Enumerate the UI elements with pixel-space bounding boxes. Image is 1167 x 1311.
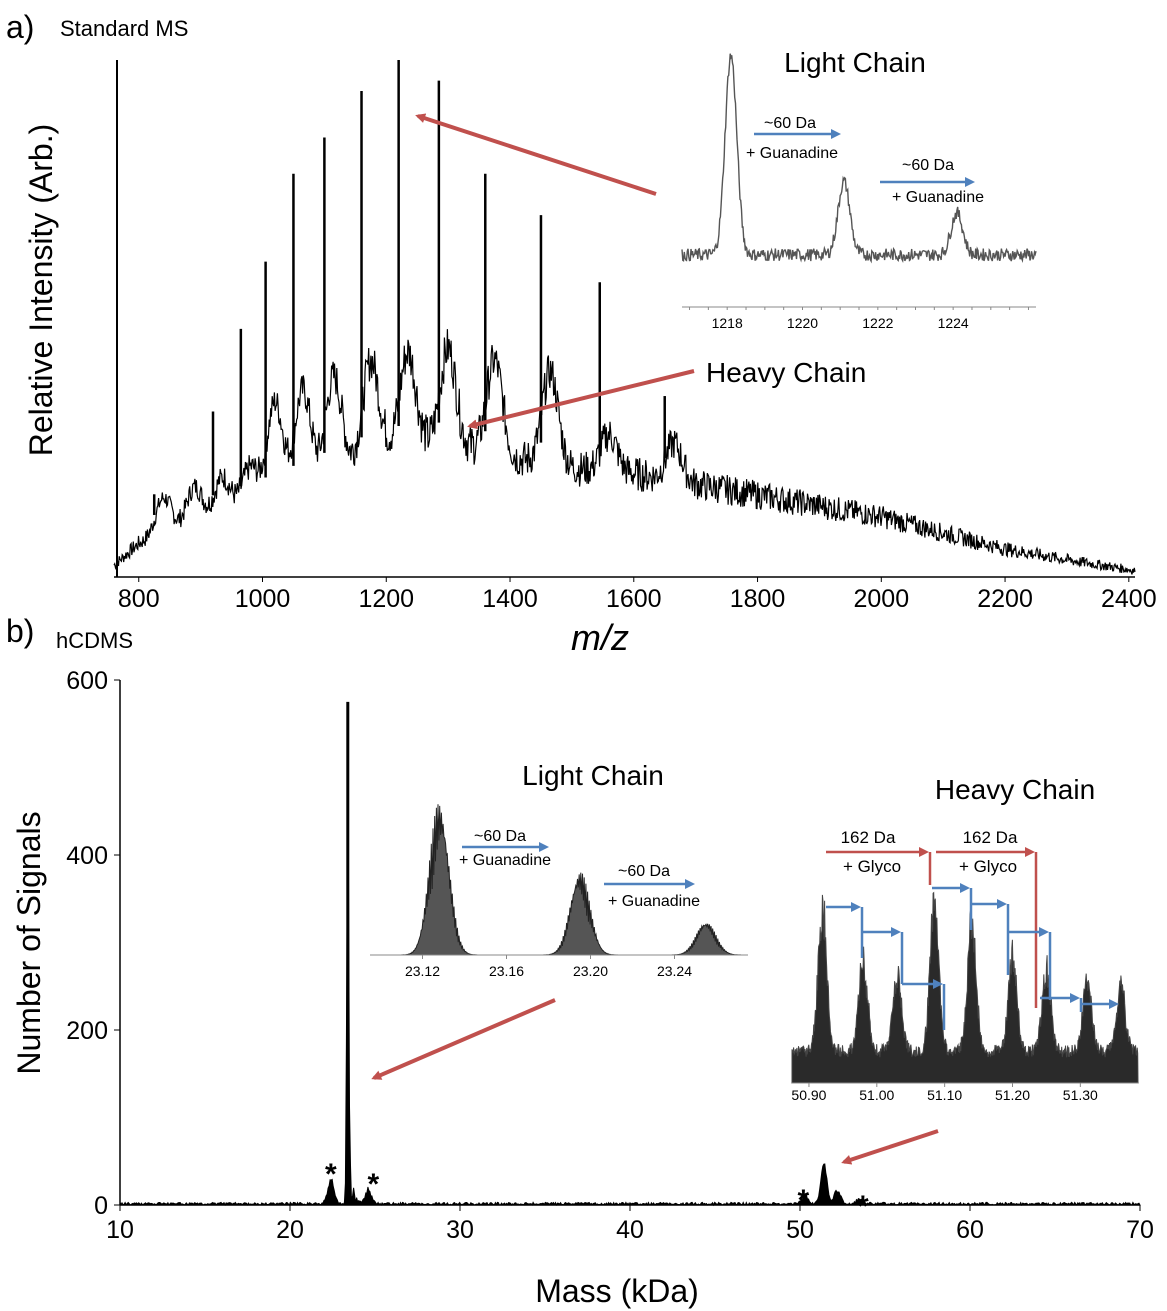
panel-a-ylabel: Relative Intensity (Arb.)	[23, 124, 59, 457]
panel-b-light-inset-trace	[370, 804, 748, 956]
panel-b-light-inset: Light Chain 23.12 23.16 23.20 23.24 ~60 Da …	[370, 760, 748, 979]
panel-a-x-tick-label: 1600	[606, 585, 662, 613]
panel-a-inset-trace	[681, 53, 1037, 264]
panel-a: a) Standard MS Relative Intensity (Arb.)…	[6, 9, 1157, 658]
panel-a-spectrum	[113, 60, 1136, 577]
panel-a-heavy-chain-label: Heavy Chain	[706, 357, 866, 388]
panel-b-y-tick-label: 0	[94, 1192, 108, 1220]
panel-b-light-inset-shift-2-da: ~60 Da	[618, 863, 670, 880]
panel-b-heavy-inset-tick-label: 51.00	[859, 1087, 894, 1103]
panel-b-asterisk: *	[857, 1190, 869, 1223]
panel-b-x-tick-label: 70	[1126, 1216, 1154, 1244]
panel-b-heavy-inset-spectrum	[791, 891, 1139, 1084]
panel-b-heavy-inset: Heavy Chain 50.90 51.00 51.10 51.20 51.30 16…	[791, 774, 1139, 1103]
panel-b-light-inset-shift-2-label: + Guanadine	[608, 893, 700, 910]
panel-b-light-inset-shift-1-label: + Guanadine	[459, 852, 551, 869]
panel-b-light-inset-spectrum	[370, 804, 748, 956]
panel-a-inset-shift-2-da: ~60 Da	[902, 157, 954, 174]
panel-b-x-tick-label: 20	[276, 1216, 304, 1244]
panel-a-inset-tick-label: 1220	[787, 315, 818, 331]
panel-b-x-tick-label: 30	[446, 1216, 474, 1244]
panel-b-x-tick-label: 50	[786, 1216, 814, 1244]
panel-b-heavy-inset-tick-label: 51.10	[927, 1087, 962, 1103]
panel-a-background-trace	[113, 329, 1136, 575]
panel-a-x-tick-label: 800	[118, 585, 160, 613]
panel-a-inset-ticks: 1218 1220 1222 1224	[689, 307, 1029, 331]
panel-b-heavy-inset-title: Heavy Chain	[935, 774, 1095, 805]
panel-b: b) hCDMS Number of Signals Mass (kDa) 10…	[6, 613, 1154, 1309]
panel-b-heavy-inset-tick-label: 51.20	[995, 1087, 1030, 1103]
panel-b-x-tick-label: 40	[616, 1216, 644, 1244]
panel-b-glyco-2-label: + Glyco	[959, 857, 1017, 876]
panel-b-heavy-inset-staircase	[826, 883, 1119, 1030]
panel-b-heavy-inset-tick-label: 51.30	[1063, 1087, 1098, 1103]
panel-b-light-inset-tick-label: 23.24	[657, 963, 692, 979]
panel-a-inset-shift-2-label: + Guanadine	[892, 189, 984, 206]
panel-b-name: hCDMS	[56, 628, 133, 653]
panel-a-x-tick-label: 1200	[358, 585, 414, 613]
panel-b-light-inset-tick-label: 23.12	[405, 963, 440, 979]
panel-b-heavy-inset-ticks: 50.90 51.00 51.10 51.20 51.30	[791, 1083, 1098, 1103]
panel-b-y-tick-label: 600	[66, 667, 108, 695]
panel-b-y-tick-label: 200	[66, 1017, 108, 1045]
panel-b-y-ticks: 0 200 400 600	[66, 667, 120, 1220]
panel-a-x-tick-label: 2200	[977, 585, 1033, 613]
panel-a-inset: Light Chain 1218 1220 1222 1224 ~60 Da + Gu…	[681, 47, 1037, 331]
panel-b-asterisk: *	[367, 1168, 379, 1201]
panel-b-asterisks: * * * *	[325, 1158, 869, 1223]
panel-b-histogram	[119, 701, 1141, 1207]
panel-b-light-chain-arrow	[371, 998, 556, 1080]
panel-a-light-chain-arrow	[415, 113, 657, 196]
panel-b-letter: b)	[6, 613, 34, 649]
panel-b-x-ticks: 10 20 30 40 50 60 70	[106, 1205, 1154, 1244]
panel-b-histogram-trace	[119, 828, 1141, 1207]
panel-b-light-inset-shift-1-da: ~60 Da	[474, 828, 526, 845]
panel-b-light-inset-tick-label: 23.20	[573, 963, 608, 979]
panel-b-xlabel: Mass (kDa)	[535, 1273, 699, 1309]
panel-a-inset-shift-1-label: + Guanadine	[746, 145, 838, 162]
panel-a-inset-tick-label: 1222	[862, 315, 893, 331]
panel-a-inset-shift-1-da: ~60 Da	[764, 115, 816, 132]
panel-b-light-inset-tick-label: 23.16	[489, 963, 524, 979]
panel-a-inset-tick-label: 1218	[712, 315, 743, 331]
panel-b-heavy-inset-tick-label: 50.90	[791, 1087, 826, 1103]
panel-a-inset-spectrum	[681, 53, 1037, 264]
panel-b-asterisk: *	[325, 1158, 337, 1191]
panel-b-glyco-1-da: 162 Da	[841, 828, 896, 847]
panel-b-x-tick-label: 60	[956, 1216, 984, 1244]
panel-b-y-tick-label: 400	[66, 842, 108, 870]
panel-b-light-inset-title: Light Chain	[522, 760, 664, 791]
panel-a-x-tick-label: 1000	[235, 585, 291, 613]
panel-b-glyco-2-da: 162 Da	[963, 828, 1018, 847]
panel-a-x-tick-label: 2000	[853, 585, 909, 613]
panel-a-xlabel: m/z	[571, 617, 629, 658]
panel-b-heavy-inset-trace	[791, 891, 1139, 1084]
panel-b-ylabel: Number of Signals	[11, 811, 47, 1074]
panel-a-x-tick-label: 2400	[1101, 585, 1157, 613]
panel-a-name: Standard MS	[60, 16, 188, 41]
panel-b-heavy-chain-arrow	[841, 1129, 939, 1165]
panel-b-x-tick-label: 10	[106, 1216, 134, 1244]
panel-a-inset-tick-label: 1224	[938, 315, 969, 331]
panel-b-light-inset-ticks: 23.12 23.16 23.20 23.24	[405, 955, 692, 979]
panel-b-glyco-1-label: + Glyco	[843, 857, 901, 876]
panel-a-x-tick-label: 1400	[482, 585, 538, 613]
panel-a-heavy-chain-arrow	[467, 369, 695, 430]
panel-a-x-ticks: 800 1000 1200 1400 1600 1800 2000 2200 2400	[118, 577, 1157, 613]
panel-b-asterisk: *	[798, 1184, 810, 1217]
panel-a-x-tick-label: 1800	[730, 585, 786, 613]
panel-a-letter: a)	[6, 9, 34, 45]
panel-a-inset-title: Light Chain	[784, 47, 926, 78]
